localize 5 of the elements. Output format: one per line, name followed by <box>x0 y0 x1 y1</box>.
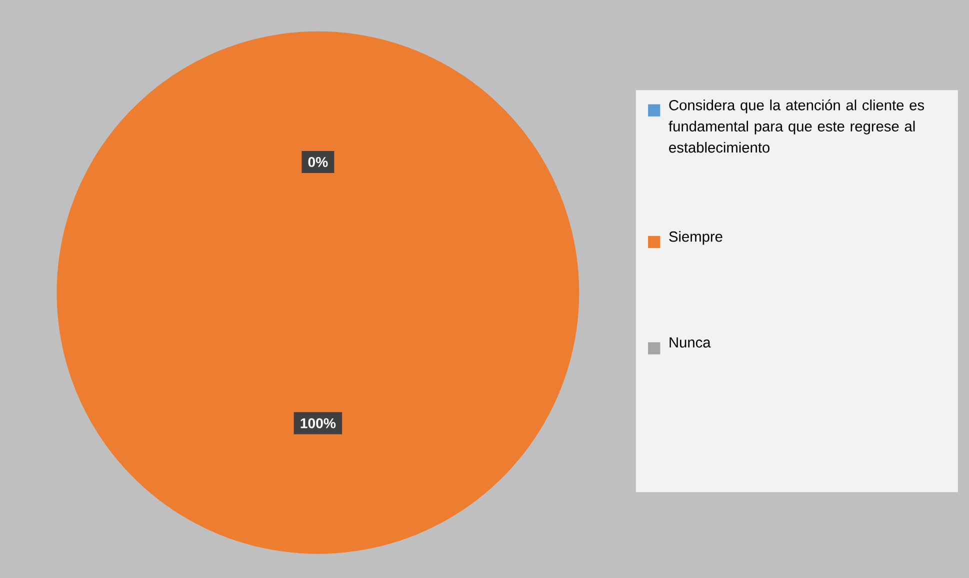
legend-label: Nunca <box>670 337 711 348</box>
data-label: 100% <box>300 418 336 428</box>
text: 0% <box>308 156 328 167</box>
legend-label: Siempre <box>669 230 722 245</box>
legend-label: Considera que la atención al cliente es fundamental para que este regrese al establecimiento <box>668 99 924 153</box>
